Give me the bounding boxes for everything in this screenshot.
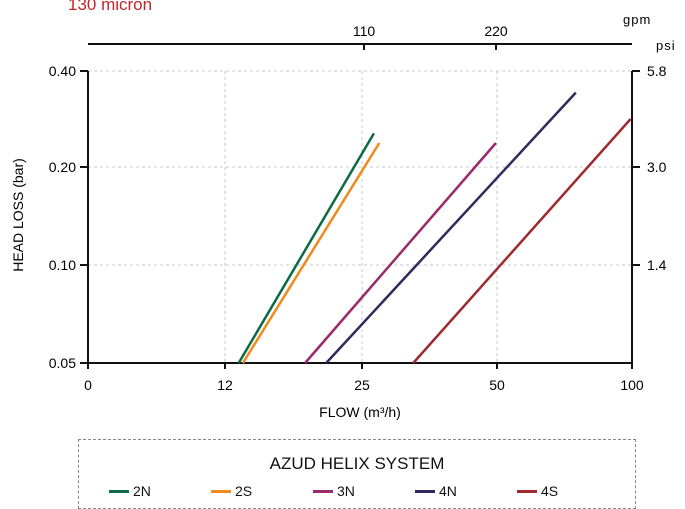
legend-item-2s: 2S bbox=[211, 483, 313, 499]
legend-label: 3N bbox=[337, 483, 355, 499]
y-axis-label: HEAD LOSS (bar) bbox=[10, 158, 26, 272]
x-tick-label: 0 bbox=[84, 377, 92, 393]
series-line-3n bbox=[304, 142, 497, 364]
legend-item-4n: 4N bbox=[415, 483, 517, 499]
series-line-4n bbox=[325, 91, 577, 364]
legend-swatch bbox=[211, 489, 231, 493]
legend-item-3n: 3N bbox=[313, 483, 415, 499]
legend-swatch bbox=[415, 489, 435, 493]
top-tick-label: 110 bbox=[353, 23, 376, 39]
right-tick-label: 3.0 bbox=[647, 159, 667, 175]
chart-caption: 130 micron bbox=[68, 0, 153, 14]
legend-swatch bbox=[517, 489, 537, 493]
series-lines bbox=[237, 91, 632, 364]
top-axis-label: gpm bbox=[623, 12, 651, 27]
x-axis-label: FLOW (m³/h) bbox=[319, 404, 401, 420]
legend-item-2n: 2N bbox=[109, 483, 211, 499]
series-line-2s bbox=[241, 142, 381, 364]
x-tick-label: 50 bbox=[489, 377, 505, 393]
legend-items: 2N 2S 3N 4N 4S bbox=[109, 483, 649, 499]
x-tick-label: 25 bbox=[354, 377, 370, 393]
legend-label: 2N bbox=[133, 483, 151, 499]
legend-item-4s: 4S bbox=[517, 483, 619, 499]
grid-lines bbox=[88, 70, 632, 363]
axis-ticks: 0 12 25 50 100 0.05 0.10 0.20 0.40 1.4 3.0 5.8 110 22… bbox=[49, 23, 667, 393]
y-tick-label: 0.10 bbox=[49, 257, 76, 273]
right-tick-label: 5.8 bbox=[647, 63, 667, 79]
legend-title: AZUD HELIX SYSTEM bbox=[269, 454, 445, 473]
legend-box: AZUD HELIX SYSTEM 2N 2S 3N 4N 4S bbox=[78, 439, 636, 509]
series-line-4s bbox=[412, 118, 632, 364]
legend-swatch bbox=[313, 489, 333, 493]
legend-label: 4N bbox=[439, 483, 457, 499]
y-tick-label: 0.05 bbox=[49, 355, 76, 371]
x-tick-label: 100 bbox=[620, 377, 644, 393]
legend-label: 4S bbox=[541, 483, 559, 499]
legend-label: 2S bbox=[235, 483, 253, 499]
top-tick-label: 220 bbox=[484, 23, 508, 39]
right-tick-label: 1.4 bbox=[647, 257, 667, 273]
x-tick-label: 12 bbox=[217, 377, 233, 393]
y-tick-label: 0.40 bbox=[49, 63, 76, 79]
legend-swatch bbox=[109, 489, 129, 493]
right-axis-label: psi bbox=[656, 38, 676, 53]
chart-canvas: 0 12 25 50 100 0.05 0.10 0.20 0.40 1.4 3.0 5.8 110 22… bbox=[10, 12, 676, 420]
y-tick-label: 0.20 bbox=[49, 159, 76, 175]
series-line-2n bbox=[237, 132, 375, 364]
